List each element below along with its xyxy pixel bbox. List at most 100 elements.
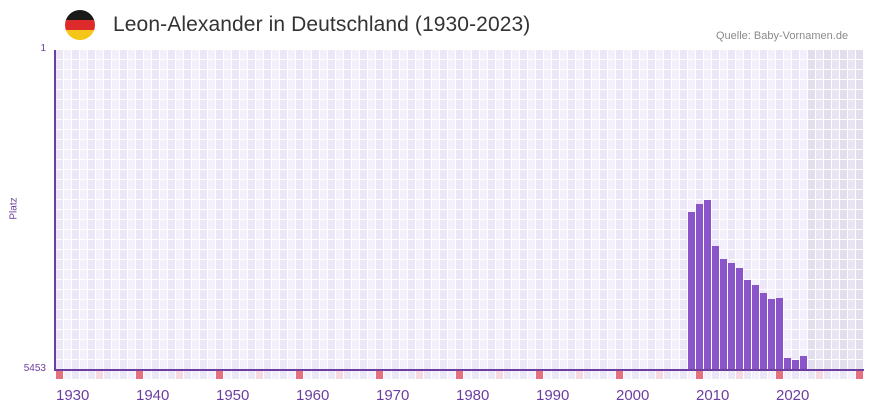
grid-cell <box>416 60 423 69</box>
year-marker <box>568 371 575 379</box>
bar-2013[interactable] <box>720 258 727 369</box>
grid-cell <box>544 190 551 199</box>
grid-cell <box>384 210 391 219</box>
bar-2019[interactable] <box>768 298 775 369</box>
grid-cell <box>424 360 431 369</box>
decade-marker <box>296 371 303 379</box>
grid-cell <box>832 180 839 189</box>
grid-cell <box>520 210 527 219</box>
grid-cell <box>560 180 567 189</box>
grid-cell <box>104 130 111 139</box>
grid-cell <box>600 50 607 59</box>
bar-2018[interactable] <box>760 292 767 369</box>
grid-cell <box>480 60 487 69</box>
bar-2009[interactable] <box>688 211 695 369</box>
grid-cell <box>112 180 119 189</box>
grid-cell <box>808 360 815 369</box>
grid-cell <box>416 160 423 169</box>
grid-cell <box>808 100 815 109</box>
grid-cell <box>152 50 159 59</box>
grid-cell <box>64 70 71 79</box>
grid-cell <box>288 350 295 359</box>
grid-cell <box>288 260 295 269</box>
bar-2015[interactable] <box>736 267 743 369</box>
grid-cell <box>520 230 527 239</box>
grid-cell <box>400 240 407 249</box>
grid-cell <box>368 110 375 119</box>
grid-cell <box>336 100 343 109</box>
grid-cell <box>248 190 255 199</box>
grid-cell <box>296 190 303 199</box>
grid-cell <box>640 140 647 149</box>
grid-cell <box>536 240 543 249</box>
grid-cell <box>96 250 103 259</box>
bar-2016[interactable] <box>744 280 751 369</box>
grid-cell <box>584 70 591 79</box>
grid-cell <box>136 240 143 249</box>
grid-cell <box>304 280 311 289</box>
grid-cell <box>528 240 535 249</box>
grid-cell <box>512 90 519 99</box>
grid-cell <box>376 60 383 69</box>
grid-cell <box>176 270 183 279</box>
grid-cell <box>336 60 343 69</box>
grid-cell <box>360 240 367 249</box>
grid-cell <box>400 290 407 299</box>
bar-2022[interactable] <box>792 360 799 369</box>
grid-cell <box>296 80 303 89</box>
bar-2020[interactable] <box>776 297 783 369</box>
grid-cell <box>360 290 367 299</box>
grid-cell <box>632 260 639 269</box>
grid-cell <box>488 100 495 109</box>
grid-cell <box>656 310 663 319</box>
grid-cell <box>208 360 215 369</box>
grid-cell <box>72 90 79 99</box>
bar-2012[interactable] <box>712 245 719 369</box>
bar-2014[interactable] <box>728 263 735 369</box>
grid-cell <box>592 110 599 119</box>
grid-cell <box>640 50 647 59</box>
grid-cell <box>856 150 863 159</box>
grid-cell <box>336 320 343 329</box>
grid-cell <box>400 230 407 239</box>
grid-cell <box>424 340 431 349</box>
bar-2011[interactable] <box>704 200 711 369</box>
grid-cell <box>648 120 655 129</box>
grid-cell <box>576 340 583 349</box>
grid-cell <box>384 50 391 59</box>
grid-cell <box>160 100 167 109</box>
grid-cell <box>224 190 231 199</box>
bar-2021[interactable] <box>784 358 791 369</box>
grid-cell <box>520 270 527 279</box>
grid-cell <box>136 60 143 69</box>
grid-cell <box>56 220 63 229</box>
grid-cell <box>456 230 463 239</box>
grid-cell <box>168 260 175 269</box>
grid-cell <box>640 190 647 199</box>
grid-cell <box>216 200 223 209</box>
bar-2017[interactable] <box>752 285 759 369</box>
grid-cell <box>648 130 655 139</box>
grid-cell <box>56 210 63 219</box>
grid-cell <box>160 130 167 139</box>
grid-cell <box>568 120 575 129</box>
grid-cell <box>264 250 271 259</box>
grid-cell <box>88 170 95 179</box>
bar-2023[interactable] <box>800 356 807 369</box>
grid-cell <box>224 310 231 319</box>
grid-cell <box>568 110 575 119</box>
grid-cell <box>712 120 719 129</box>
grid-cell <box>192 230 199 239</box>
grid-cell <box>624 310 631 319</box>
grid-cell <box>304 360 311 369</box>
grid-cell <box>720 250 727 259</box>
grid-cell <box>792 320 799 329</box>
grid-cell <box>800 130 807 139</box>
grid-cell <box>88 130 95 139</box>
grid-cell <box>456 240 463 249</box>
grid-cell <box>56 80 63 89</box>
grid-cell <box>384 140 391 149</box>
bar-2010[interactable] <box>696 204 703 369</box>
grid-cell <box>136 250 143 259</box>
grid-cell <box>584 360 591 369</box>
